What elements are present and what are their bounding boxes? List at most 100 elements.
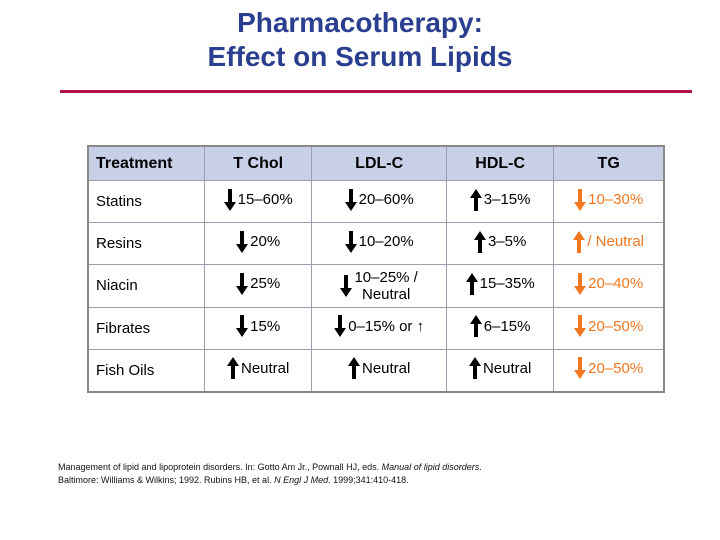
value-text: Neutral: [482, 359, 532, 377]
reference-citation: Management of lipid and lipoprotein diso…: [58, 461, 698, 487]
value-text-line-2: Neutral: [361, 285, 411, 303]
arrow-up-icon: [468, 357, 481, 380]
value-text: 15%: [250, 317, 281, 335]
arrow-up-icon: [469, 188, 482, 211]
arrow-up-icon: [465, 272, 478, 295]
value-text: 20%: [250, 233, 281, 251]
value-text: 15–35%: [479, 275, 535, 293]
tg-cell: 10–30%: [553, 179, 665, 224]
arrow-down-icon: [236, 230, 249, 253]
table-row: Niacin 25% 10–25% / Neutral 15–35% 20–40%: [87, 264, 665, 308]
reference-text: Management of lipid and lipoprotein diso…: [58, 462, 382, 472]
tchol-value: 15%: [236, 315, 281, 338]
arrow-down-icon: [344, 230, 357, 253]
tchol-cell: Neutral: [203, 348, 313, 393]
header-treatment: Treatment: [87, 145, 205, 181]
hdl-value: 6–15%: [469, 315, 531, 338]
hdl-cell: Neutral: [445, 348, 555, 393]
value-text: 20–40%: [588, 275, 644, 293]
value-text: 0–15% or ↑: [348, 317, 425, 335]
value-text: 10–25% / Neutral: [354, 269, 417, 303]
tg-value: 20–50%: [574, 315, 644, 338]
treatment-name: Niacin: [87, 264, 205, 308]
treatment-name: Fish Oils: [87, 348, 205, 393]
reference-line-1: Management of lipid and lipoprotein diso…: [58, 461, 698, 474]
ldl-value: 10–20%: [344, 230, 414, 253]
treatment-name: Resins: [87, 222, 205, 266]
value-text: 25%: [250, 275, 281, 293]
title-line-2: Effect on Serum Lipids: [207, 41, 513, 72]
tchol-cell: 15%: [203, 306, 313, 350]
value-text: 20–60%: [358, 191, 414, 209]
ldl-cell: 20–60%: [311, 179, 447, 224]
ldl-value: 20–60%: [344, 188, 414, 211]
ldl-cell: 10–20%: [311, 222, 447, 266]
table-header-row: Treatment T Chol LDL-C HDL-C TG: [87, 145, 665, 181]
value-text: Neutral: [241, 359, 290, 377]
arrow-up-icon: [473, 230, 486, 253]
arrow-down-icon: [340, 274, 353, 297]
reference-text: . 1999;341:410-418.: [328, 475, 409, 485]
arrow-down-icon: [236, 272, 249, 295]
tg-cell: 20–50%: [553, 306, 665, 350]
tg-value: 10–30%: [574, 188, 644, 211]
arrow-up-icon: [469, 315, 482, 338]
hdl-cell: 3–5%: [445, 222, 555, 266]
table-row: Resins 20% 10–20% 3–5% / Neutral: [87, 222, 665, 266]
arrow-down-icon: [334, 315, 347, 338]
value-text-line-1: 10–25% /: [354, 268, 418, 286]
arrow-down-icon: [236, 315, 249, 338]
value-text: 10–30%: [588, 191, 644, 209]
value-text: 20–50%: [588, 359, 644, 377]
title-line-1: Pharmacotherapy:: [237, 7, 483, 38]
tchol-cell: 15–60%: [203, 179, 313, 224]
value-text: 20–50%: [588, 317, 644, 335]
hdl-value: 3–5%: [473, 230, 527, 253]
arrow-down-icon: [574, 357, 587, 380]
hdl-cell: 6–15%: [445, 306, 555, 350]
value-text: 3–5%: [487, 233, 527, 251]
tg-cell: 20–40%: [553, 264, 665, 308]
arrow-down-icon: [574, 272, 587, 295]
arrow-down-icon: [344, 188, 357, 211]
tg-cell: / Neutral: [553, 222, 665, 266]
reference-book-title: Manual of lipid disorders: [381, 462, 480, 472]
table-row: Fibrates 15% 0–15% or ↑ 6–15% 20–50%: [87, 306, 665, 350]
value-text: 6–15%: [483, 317, 531, 335]
treatment-name: Fibrates: [87, 306, 205, 350]
hdl-value: Neutral: [468, 357, 532, 380]
header-ldl: LDL-C: [311, 145, 447, 181]
tg-cell: 20–50%: [553, 348, 665, 393]
arrow-down-icon: [574, 315, 587, 338]
arrow-up-icon: [227, 357, 239, 380]
reference-journal: N Engl J Med: [274, 475, 329, 485]
arrow-down-icon: [574, 188, 587, 211]
hdl-value: 3–15%: [469, 188, 531, 211]
tchol-cell: 20%: [203, 222, 313, 266]
hdl-cell: 3–15%: [445, 179, 555, 224]
value-text: 10–20%: [358, 233, 414, 251]
arrow-up-icon: [573, 230, 586, 253]
value-text: 3–15%: [483, 191, 531, 209]
ldl-value: 0–15% or ↑: [334, 315, 425, 338]
tchol-cell: 25%: [203, 264, 313, 308]
header-tchol: T Chol: [203, 145, 313, 181]
table-row: Statins 15–60% 20–60% 3–15% 10–30%: [87, 179, 665, 224]
ldl-cell: 0–15% or ↑: [311, 306, 447, 350]
header-tg: TG: [553, 145, 665, 181]
table-row: Fish Oils Neutral Neutral Neutral 20–50%: [87, 348, 665, 393]
value-text: 15–60%: [237, 191, 293, 209]
treatment-name: Statins: [87, 179, 205, 224]
ldl-value: Neutral: [347, 357, 410, 380]
tchol-value: 15–60%: [223, 188, 293, 211]
ldl-cell: Neutral: [311, 348, 447, 393]
title-divider: [60, 90, 692, 93]
header-hdl: HDL-C: [445, 145, 555, 181]
hdl-cell: 15–35%: [445, 264, 555, 308]
tg-value: / Neutral: [573, 230, 645, 253]
ldl-value: 10–25% / Neutral: [340, 269, 418, 303]
value-text: / Neutral: [587, 233, 645, 251]
ldl-cell: 10–25% / Neutral: [311, 264, 447, 308]
lipid-effects-table: Treatment T Chol LDL-C HDL-C TG Statins 1…: [87, 145, 665, 393]
hdl-value: 15–35%: [465, 272, 535, 295]
